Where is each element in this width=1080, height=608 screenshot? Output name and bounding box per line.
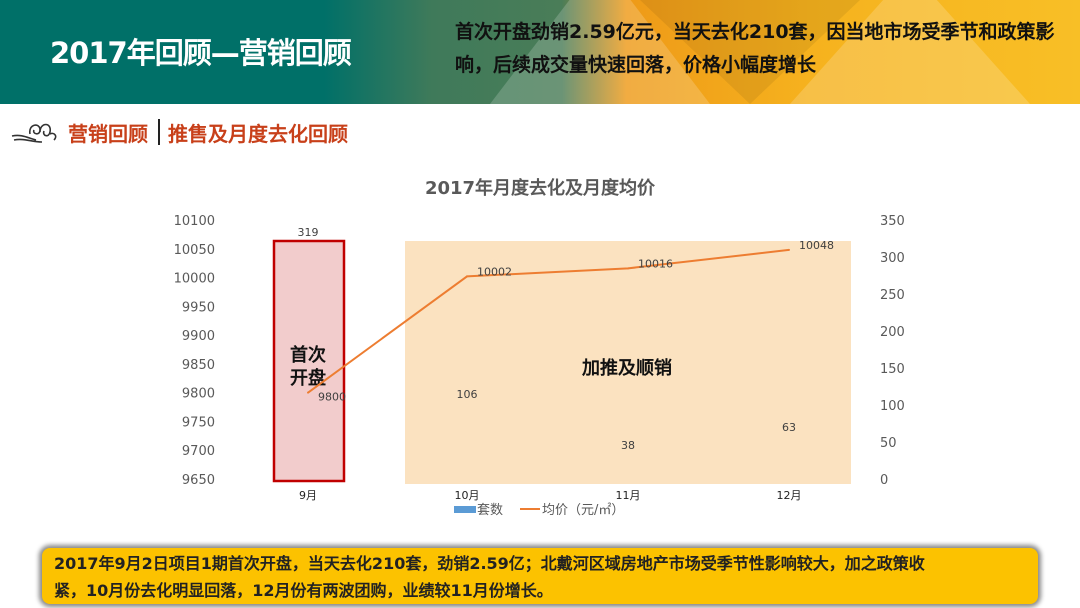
- combo-chart: 2017年月度去化及月度均价10100100501000099509900985…: [174, 177, 905, 518]
- price-value-label: 10002: [477, 265, 512, 278]
- right-axis-tick: 250: [880, 288, 905, 303]
- first-open-label-1: 首次: [290, 344, 326, 366]
- right-axis-tick: 0: [880, 473, 888, 488]
- right-axis-tick: 100: [880, 399, 905, 414]
- bottom-note-box: 2017年9月2日项目1期首次开盘，当天去化210套，劲销2.59亿；北戴河区域…: [42, 548, 1038, 604]
- right-axis-tick: 50: [880, 436, 897, 451]
- page-title: 2017年回顾—营销回顾: [50, 36, 352, 70]
- header-summary: 首次开盘劲销2.59亿元，当天去化210套，因当地市场受季节和政策影响，后续成交…: [455, 21, 1055, 76]
- price-point: [466, 275, 468, 278]
- chart-title: 2017年月度去化及月度均价: [425, 177, 656, 199]
- bar-value-label: 319: [298, 226, 319, 239]
- left-axis-tick: 9950: [182, 300, 215, 315]
- right-axis-tick: 150: [880, 362, 905, 377]
- bar-value-label: 63: [782, 421, 796, 434]
- left-axis-tick: 9650: [182, 473, 215, 488]
- price-value-label: 9800: [318, 391, 346, 404]
- note-line-2: 紧，10月份去化明显回落，12月份有两波团购，业绩较11月份增长。: [54, 581, 553, 600]
- left-axis-tick: 10100: [174, 214, 215, 229]
- bar-value-label: 106: [457, 388, 478, 401]
- price-value-label: 10016: [638, 257, 673, 270]
- x-axis-tick: 10月: [455, 489, 480, 502]
- push-sales-highlight: [405, 241, 851, 484]
- topic-label: 推售及月度去化回顾: [168, 121, 348, 146]
- price-point: [627, 267, 629, 270]
- x-axis-tick: 9月: [299, 489, 317, 502]
- section-label: 营销回顾: [68, 121, 148, 146]
- section-subheader: 营销回顾 推售及月度去化回顾: [10, 117, 348, 147]
- legend-line-label: 均价（元/㎡）: [542, 503, 624, 518]
- right-axis-tick: 300: [880, 251, 905, 266]
- price-point: [307, 391, 309, 394]
- price-value-label: 10048: [799, 239, 834, 252]
- right-axis-tick: 350: [880, 214, 905, 229]
- left-axis-tick: 10050: [174, 243, 215, 258]
- decorative-triangles: [490, 0, 1030, 104]
- divider: [158, 119, 160, 145]
- x-axis-tick: 11月: [616, 489, 641, 502]
- bar-value-label: 38: [621, 439, 635, 452]
- legend-bar-swatch: [454, 506, 476, 513]
- left-axis-tick: 9700: [182, 444, 215, 459]
- cloud-swirl-icon: [11, 123, 57, 143]
- push-sales-label: 加推及顺销: [581, 357, 672, 379]
- price-point: [788, 248, 790, 251]
- right-axis-tick: 200: [880, 325, 905, 340]
- first-open-highlight: [272, 239, 346, 483]
- left-axis-tick: 9850: [182, 358, 215, 373]
- price-line: [307, 248, 790, 394]
- left-axis-tick: 10000: [174, 272, 215, 287]
- left-axis-tick: 9800: [182, 387, 215, 402]
- legend-bar-label: 套数: [477, 502, 503, 518]
- note-line-1: 2017年9月2日项目1期首次开盘，当天去化210套，劲销2.59亿；北戴河区域…: [54, 554, 925, 573]
- first-open-label-2: 开盘: [290, 367, 326, 389]
- header-banner: 2017年回顾—营销回顾 首次开盘劲销2.59亿元，当天去化210套，因当地市场…: [0, 0, 1080, 104]
- x-axis-tick: 12月: [777, 489, 802, 502]
- left-axis-tick: 9900: [182, 329, 215, 344]
- left-axis-tick: 9750: [182, 415, 215, 430]
